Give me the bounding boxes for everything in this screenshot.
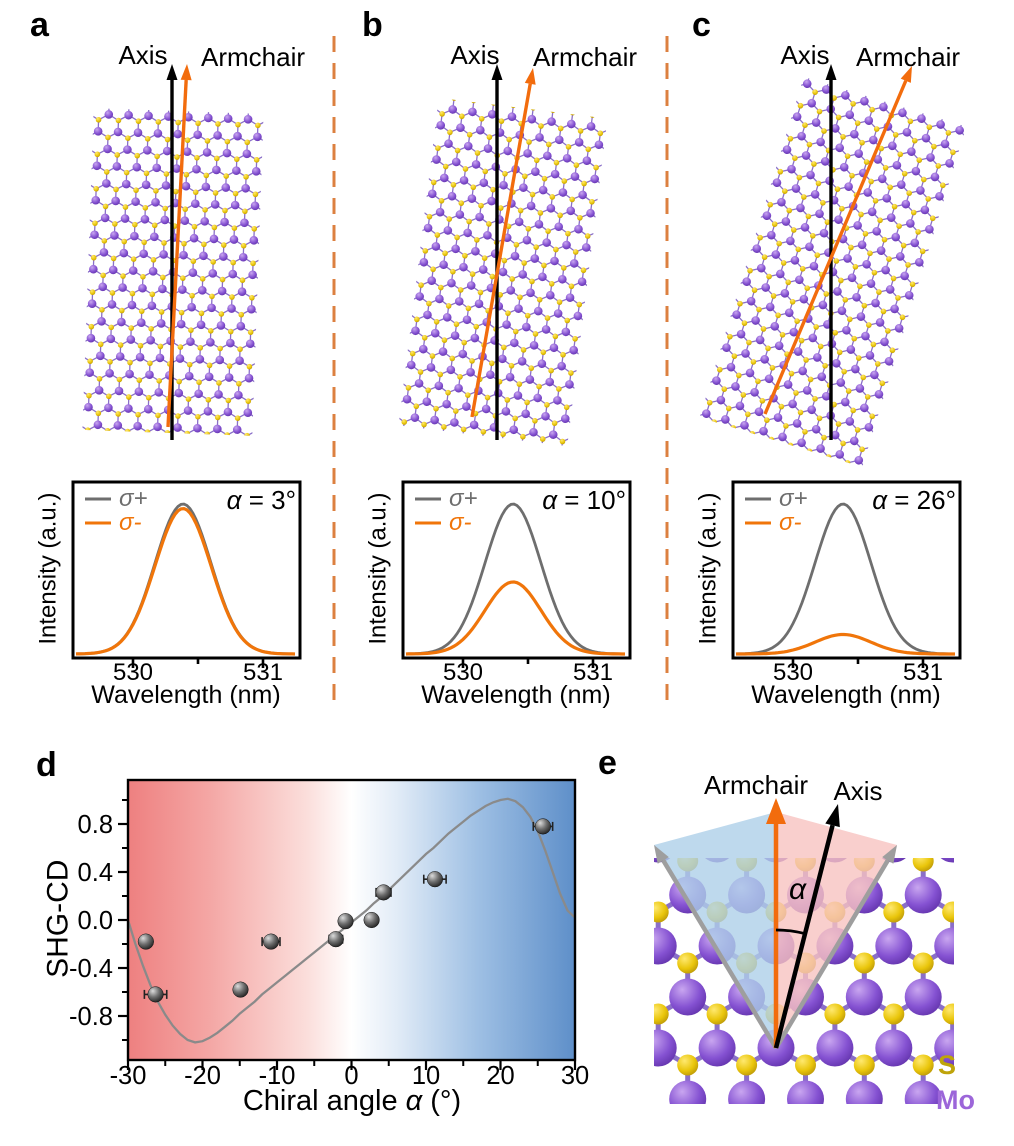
- spectrum-a-tick-531: 531: [242, 659, 284, 686]
- panel-c-letter: c: [692, 6, 711, 44]
- panel-d-letter: d: [36, 746, 57, 784]
- axis-label-c: Axis: [780, 40, 830, 70]
- data-point: [363, 911, 380, 929]
- alpha-symbol: α: [872, 485, 888, 515]
- xlabel-prefix: Chiral angle: [242, 1085, 406, 1117]
- spectrum-a-ylabel: Intensity (a.u.): [34, 492, 62, 645]
- mos2-ribbon-c: [699, 76, 967, 468]
- legend-sigma-minus-c: σ-: [779, 509, 802, 536]
- x-tick-label: 10: [412, 1062, 440, 1090]
- chiral-angle-xlabel: Chiral angle α (°): [192, 1086, 512, 1116]
- mos2-ribbon-a: [82, 108, 264, 436]
- alpha-symbol: α: [405, 1085, 423, 1117]
- spectrum-c-xlabel: Wavelength (nm): [751, 681, 941, 709]
- pink-wedge: [776, 812, 897, 1048]
- armchair-label-a: Armchair: [200, 42, 305, 72]
- armchair-label-e: Armchair: [703, 770, 808, 800]
- spectrum-a-xlabel: Wavelength (nm): [91, 681, 281, 709]
- x-tick-label: 20: [486, 1062, 514, 1090]
- alpha-angle-label: α: [789, 873, 807, 906]
- sigma-plus-curve: [735, 502, 955, 656]
- spectrum-b-tick-531: 531: [572, 659, 614, 686]
- axis-label-e: Axis: [833, 776, 883, 806]
- x-tick-label: 30: [561, 1062, 589, 1090]
- axis-arrow-b: [491, 64, 503, 440]
- alpha-symbol: α: [542, 485, 558, 515]
- panel-a-letter: a: [30, 6, 49, 44]
- spectrum-b-tick-530: 530: [442, 659, 484, 686]
- mos2-ribbon-b: [398, 97, 608, 447]
- legend-sigma-minus-b: σ-: [449, 509, 472, 536]
- shgcd-ylabel: SHG-CD: [41, 859, 75, 978]
- alpha-value: = 26°: [887, 485, 956, 515]
- spectrum-b-ylabel: Intensity (a.u.): [364, 492, 392, 645]
- legend-sigma-minus-a: σ-: [119, 509, 142, 536]
- alpha-value: = 3°: [241, 485, 296, 515]
- alpha-annotation-a: α = 3°: [140, 485, 296, 515]
- spectrum-plot-b: [401, 480, 632, 668]
- y-tick-label: 0.0: [78, 907, 113, 935]
- axis-label-b: Axis: [450, 40, 500, 70]
- data-point: [532, 818, 554, 835]
- legend-mo-label: Mo: [936, 1085, 975, 1115]
- x-tick-label: -20: [184, 1062, 221, 1090]
- data-point: [143, 986, 168, 1003]
- panel-b-letter: b: [362, 6, 383, 44]
- blue-wedge: [654, 812, 776, 1048]
- spectrum-c-ylabel: Intensity (a.u.): [694, 492, 722, 645]
- spectrum-b-xlabel: Wavelength (nm): [421, 681, 611, 709]
- data-point: [337, 913, 354, 930]
- armchair-label-b: Armchair: [532, 42, 637, 72]
- data-point: [422, 871, 447, 888]
- data-point: [327, 931, 344, 948]
- x-tick-label: -10: [259, 1062, 296, 1090]
- y-tick-label: -0.4: [69, 955, 113, 983]
- spectrum-c-tick-531: 531: [902, 659, 944, 686]
- armchair-arrow-a: [166, 64, 192, 428]
- alpha-symbol: α: [226, 485, 242, 515]
- data-point: [261, 933, 281, 950]
- legend-s-label: S: [938, 1050, 957, 1080]
- sigma-plus-curve: [405, 502, 625, 656]
- sigma-minus-curve: [405, 580, 625, 656]
- data-point: [137, 933, 154, 950]
- panel-e-letter: e: [598, 744, 617, 782]
- alpha-annotation-b: α = 10°: [470, 485, 626, 515]
- axis-arrow-e: [773, 804, 840, 1049]
- alpha-annotation-c: α = 26°: [800, 485, 956, 515]
- sigma-minus-curve: [76, 506, 296, 656]
- chiral-angle-schematic: [654, 798, 954, 1104]
- alpha-value: = 10°: [557, 485, 626, 515]
- x-tick-label: 0: [344, 1062, 358, 1090]
- x-tick-label: -30: [110, 1062, 147, 1090]
- y-tick-label: 0.4: [78, 859, 113, 887]
- spectrum-plot-c: [731, 480, 962, 668]
- data-point: [232, 981, 249, 998]
- spectrum-c-tick-530: 530: [772, 659, 814, 686]
- zigzag-arrow-right: [774, 845, 897, 1050]
- legend-sigma-plus-a: σ+: [119, 485, 148, 512]
- zigzag-arrow-left: [654, 845, 778, 1050]
- armchair-arrow-b: [470, 68, 536, 418]
- alpha-angle-arc: [775, 928, 806, 936]
- spectrum-plot-a: [71, 480, 302, 668]
- y-tick-label: -0.8: [69, 1003, 113, 1031]
- spectrum-a-tick-530: 530: [112, 659, 154, 686]
- armchair-arrow-e: [766, 798, 786, 1048]
- axis-label-a: Axis: [118, 40, 168, 70]
- legend-sigma-plus-b: σ+: [449, 485, 478, 512]
- legend-sigma-plus-c: σ+: [779, 485, 808, 512]
- armchair-arrow-c: [763, 66, 912, 415]
- shgcd-chart: -30 -20 -10 0 10 20 30 0.8 0.4 0.0 -0.4 -0.8: [69, 778, 589, 1090]
- data-point: [375, 884, 392, 901]
- xlabel-suffix: (°): [422, 1085, 462, 1117]
- y-tick-label: 0.8: [78, 811, 113, 839]
- sigma-minus-curve: [736, 632, 955, 656]
- armchair-label-c: Armchair: [855, 42, 960, 72]
